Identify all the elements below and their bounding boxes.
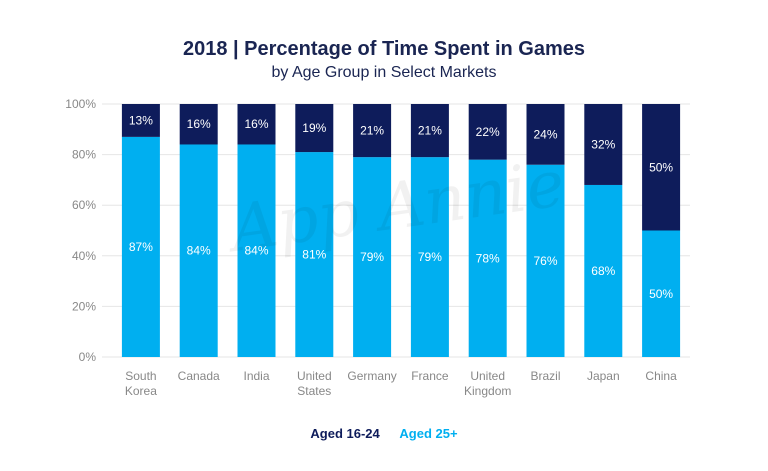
legend-item-aged-16-24: Aged 16-24 [310, 426, 380, 441]
chart-legend: Aged 16-24 Aged 25+ [0, 426, 768, 441]
bar-aged-16-24 [642, 104, 681, 231]
x-tick-label: China [645, 369, 677, 383]
data-label-aged-25-plus: 81% [302, 248, 326, 262]
data-label-aged-16-24: 16% [244, 117, 268, 131]
data-label-aged-25-plus: 76% [533, 254, 557, 268]
data-label-aged-25-plus: 84% [187, 244, 211, 258]
x-tick-label: Korea [125, 384, 157, 398]
bar-aged-16-24 [295, 104, 334, 153]
bar-aged-16-24 [526, 104, 565, 165]
x-tick-label: France [411, 369, 449, 383]
x-tick-label: States [297, 384, 331, 398]
data-label-aged-16-24: 32% [591, 137, 615, 151]
data-label-aged-25-plus: 87% [129, 240, 153, 254]
bar-aged-25-plus [295, 152, 334, 357]
bar-aged-25-plus [526, 164, 565, 357]
data-label-aged-16-24: 21% [360, 124, 384, 138]
bar-aged-16-24 [353, 104, 392, 158]
x-tick-label: United [297, 369, 332, 383]
data-label-aged-25-plus: 50% [649, 287, 673, 301]
bar-aged-16-24 [410, 104, 449, 158]
bar-aged-16-24 [584, 104, 623, 185]
data-label-aged-16-24: 50% [649, 160, 673, 174]
bar-aged-25-plus [584, 184, 623, 357]
legend-item-aged-25-plus: Aged 25+ [399, 426, 458, 441]
x-tick-label: India [243, 369, 269, 383]
data-label-aged-25-plus: 68% [591, 264, 615, 278]
x-tick-label: Germany [347, 369, 396, 383]
data-label-aged-16-24: 19% [302, 121, 326, 135]
bar-aged-16-24 [179, 104, 218, 145]
bar-aged-16-24 [121, 104, 160, 137]
bar-aged-25-plus [468, 159, 507, 357]
data-label-aged-16-24: 16% [187, 117, 211, 131]
data-label-aged-25-plus: 84% [244, 244, 268, 258]
x-tick-label: Canada [178, 369, 220, 383]
chart-subtitle: by Age Group in Select Markets [271, 64, 497, 81]
data-label-aged-25-plus: 78% [476, 251, 500, 265]
bar-aged-25-plus [353, 157, 392, 357]
x-tick-label: United [470, 369, 505, 383]
y-tick-label: 60% [72, 198, 96, 212]
data-label-aged-16-24: 24% [533, 127, 557, 141]
data-label-aged-25-plus: 79% [360, 250, 384, 264]
y-tick-label: 40% [72, 249, 96, 263]
y-tick-label: 20% [72, 299, 96, 313]
x-tick-label: Japan [587, 369, 620, 383]
data-label-aged-16-24: 13% [129, 113, 153, 127]
data-label-aged-16-24: 22% [476, 125, 500, 139]
bar-aged-16-24 [237, 104, 276, 145]
data-label-aged-25-plus: 79% [418, 250, 442, 264]
bar-aged-25-plus [410, 157, 449, 357]
x-tick-label: Kingdom [464, 384, 511, 398]
chart-title: 2018 | Percentage of Time Spent in Games [182, 38, 586, 60]
y-tick-label: 0% [79, 350, 97, 364]
bar-aged-25-plus [179, 144, 218, 357]
bar-aged-16-24 [468, 104, 507, 160]
x-tick-label: Brazil [530, 369, 560, 383]
bar-aged-25-plus [642, 230, 681, 357]
bar-aged-25-plus [237, 144, 276, 357]
data-label-aged-16-24: 21% [418, 124, 442, 138]
x-tick-label: South [125, 369, 156, 383]
bar-aged-25-plus [121, 136, 160, 357]
y-tick-label: 80% [72, 148, 96, 162]
y-tick-label: 100% [65, 97, 96, 111]
